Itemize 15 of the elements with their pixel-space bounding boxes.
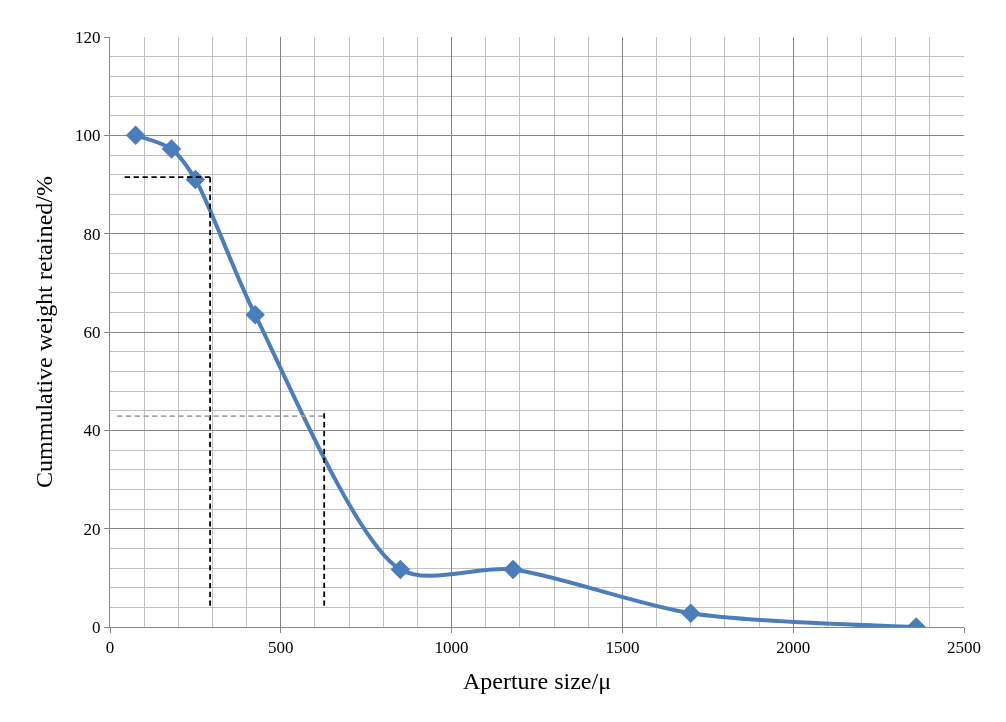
y-tick-label: 120 bbox=[75, 27, 101, 47]
y-tick-label: 20 bbox=[83, 519, 101, 539]
y-tick-label: 80 bbox=[83, 224, 101, 244]
x-tick-label: 0 bbox=[105, 638, 115, 658]
x-tick-label: 1000 bbox=[434, 638, 469, 658]
x-tick-label: 2500 bbox=[947, 638, 981, 658]
y-tick-label: 0 bbox=[92, 617, 101, 637]
y-tick-label: 100 bbox=[75, 126, 101, 146]
x-tick-label: 2000 bbox=[776, 638, 811, 658]
y-axis-title: Cummulative weight retained/% bbox=[31, 176, 58, 488]
y-tick-label: 40 bbox=[83, 421, 101, 441]
x-tick-label: 500 bbox=[268, 638, 294, 658]
y-tick-label: 60 bbox=[83, 322, 101, 342]
x-axis-title: Aperture size/μ bbox=[462, 667, 612, 694]
x-tick-label: 1500 bbox=[605, 638, 640, 658]
